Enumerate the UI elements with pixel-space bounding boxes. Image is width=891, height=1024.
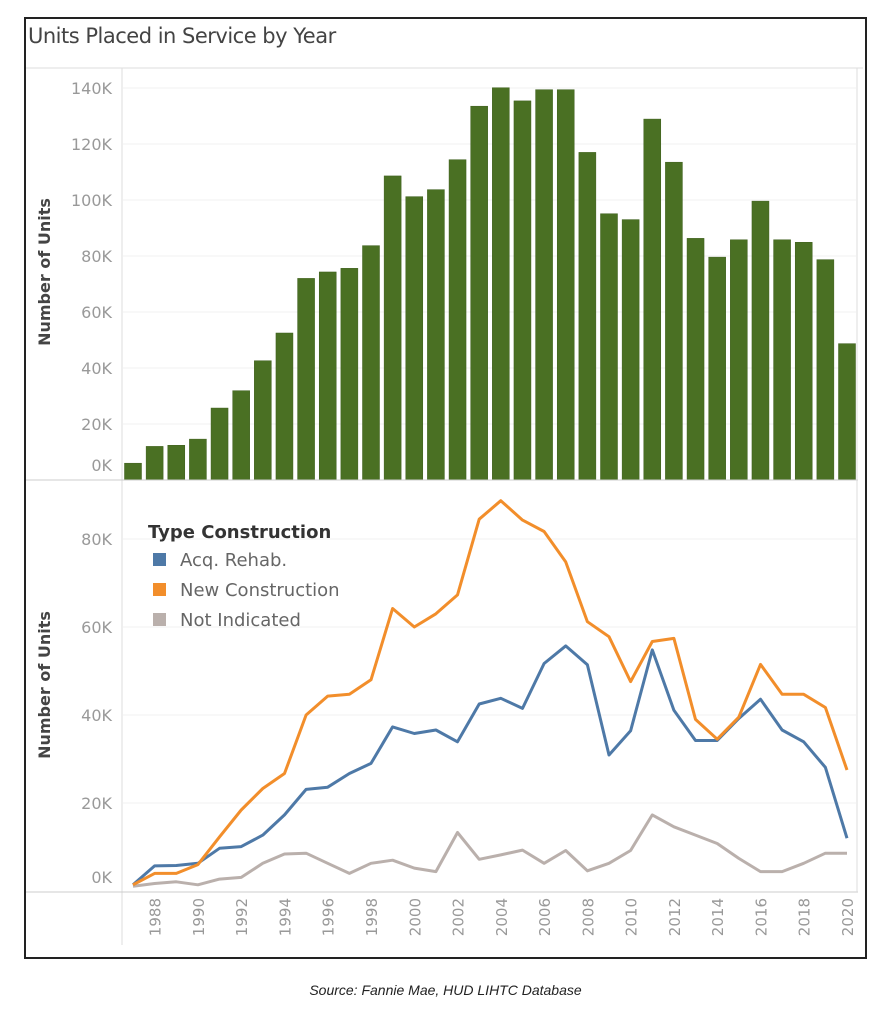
line-y-tick-label: 20K [81, 794, 112, 813]
bar-2009 [600, 213, 618, 481]
bar-1992 [232, 390, 250, 481]
bar-2015 [730, 239, 748, 481]
bar-y-tick-label: 140K [71, 79, 113, 98]
x-tick-label: 1992 [233, 898, 251, 936]
bar-1987 [124, 462, 142, 481]
bar-1994 [275, 332, 294, 481]
bar-2011 [643, 118, 662, 481]
source-caption: Source: Fannie Mae, HUD LIHTC Database [309, 982, 582, 998]
x-tick-label: 2020 [839, 898, 857, 936]
x-tick-label: 1994 [276, 898, 294, 936]
bar-1995 [297, 278, 315, 481]
bar-2000 [405, 196, 424, 481]
legend-label-not-indicated: Not Indicated [180, 610, 301, 631]
bar-y-tick-label: 40K [81, 359, 112, 378]
bar-y-axis-label: Number of Units [35, 198, 54, 346]
x-tick-label: 2000 [406, 898, 424, 936]
line-chart: 0K 20K 40K 60K 80K 1988 1990 1992 1994 1996 1998 20… [81, 499, 857, 936]
bar-2014 [708, 256, 726, 481]
chart-title: Units Placed in Service by Year [28, 24, 336, 48]
bar-1990 [189, 438, 207, 481]
bar-2006 [535, 89, 553, 481]
x-tick-label: 2018 [796, 898, 814, 936]
legend-swatch-acq-rehab [153, 553, 166, 566]
bar-1996 [318, 271, 337, 481]
bar-2001 [427, 189, 445, 481]
bar-y-tick-label: 20K [81, 415, 112, 434]
legend: Type Construction Acq. Rehab. New Constr… [148, 522, 340, 631]
x-tick-label: 1990 [190, 898, 208, 936]
series-line-not-indicated [132, 813, 847, 888]
line-y-axis-label: Number of Units [35, 611, 54, 759]
bar-2003 [470, 105, 488, 481]
legend-label-new-construction: New Construction [180, 580, 340, 601]
line-y-tick-label: 80K [81, 530, 112, 549]
bar-2013 [686, 238, 705, 481]
line-y-tick-label: 60K [81, 618, 112, 637]
x-tick-label: 1996 [320, 898, 338, 936]
bar-y-tick-label: 100K [71, 191, 113, 210]
legend-label-acq-rehab: Acq. Rehab. [180, 550, 287, 571]
x-tick-label: 2002 [450, 898, 468, 936]
bar-2005 [513, 100, 532, 481]
chart-frame [24, 17, 867, 959]
bar-2012 [665, 161, 683, 481]
bar-1993 [254, 360, 272, 481]
line-y-tick-label: 0K [91, 868, 112, 887]
x-tick-label: 2014 [709, 898, 727, 936]
bar-2004 [492, 87, 510, 481]
bar-1988 [145, 446, 164, 481]
x-tick-label: 2004 [493, 898, 511, 936]
x-tick-label: 1998 [363, 898, 381, 936]
bar-y-tick-label: 60K [81, 303, 112, 322]
legend-title: Type Construction [148, 522, 331, 543]
bar-2019 [816, 259, 835, 481]
bar-2008 [578, 152, 597, 481]
bar-1989 [167, 445, 186, 481]
bar-1999 [383, 175, 402, 481]
bar-1998 [362, 245, 380, 481]
bar-2017 [773, 239, 791, 481]
bar-2016 [751, 200, 770, 481]
x-tick-label: 2012 [666, 898, 684, 936]
legend-swatch-new-construction [153, 583, 166, 596]
x-tick-label: 2006 [536, 898, 554, 936]
bar-2010 [621, 219, 640, 481]
bar-2018 [794, 242, 813, 481]
bar-1997 [340, 268, 359, 481]
bar-2020 [838, 343, 856, 481]
bar-y-tick-label: 120K [71, 135, 113, 154]
line-y-tick-label: 40K [81, 706, 112, 725]
bar-2002 [448, 159, 467, 481]
x-tick-label: 2008 [579, 898, 597, 936]
bar-y-tick-label: 0K [91, 456, 112, 475]
bar-2007 [556, 89, 575, 481]
series-line-acq-rehab [132, 644, 849, 886]
bar-chart: 0K 20K 40K 60K 80K 100K 120K 140K [71, 79, 856, 481]
x-tick-label: 1988 [147, 898, 165, 936]
legend-swatch-not-indicated [153, 613, 166, 626]
x-tick-label: 2010 [623, 898, 641, 936]
x-tick-label: 2016 [752, 898, 770, 936]
bar-1991 [210, 407, 229, 481]
bar-y-tick-label: 80K [81, 247, 112, 266]
series-line-new-construction [132, 499, 849, 887]
